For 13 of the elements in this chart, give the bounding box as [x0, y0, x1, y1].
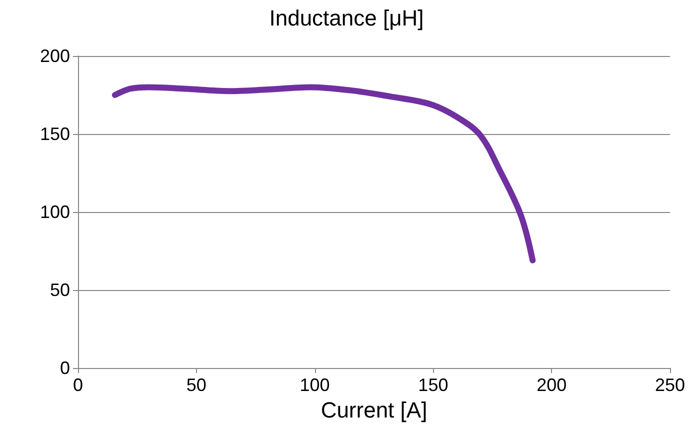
- x-axis-title: Current [A]: [320, 397, 428, 422]
- y-tick-label: 100: [40, 202, 70, 222]
- x-tick-label: 100: [300, 375, 330, 395]
- x-tick-label: 150: [418, 375, 448, 395]
- x-tick-label: 50: [186, 375, 206, 395]
- x-tick-label: 0: [72, 375, 84, 395]
- y-tick-label: 0: [60, 358, 70, 378]
- y-tick-label: 150: [40, 124, 70, 144]
- y-tick-label: 200: [40, 46, 70, 66]
- x-tick-label: 200: [536, 375, 567, 395]
- chart-title: Inductance [μH]: [269, 6, 424, 30]
- x-tick-label: 250: [654, 375, 686, 395]
- y-tick-label: 50: [50, 280, 70, 300]
